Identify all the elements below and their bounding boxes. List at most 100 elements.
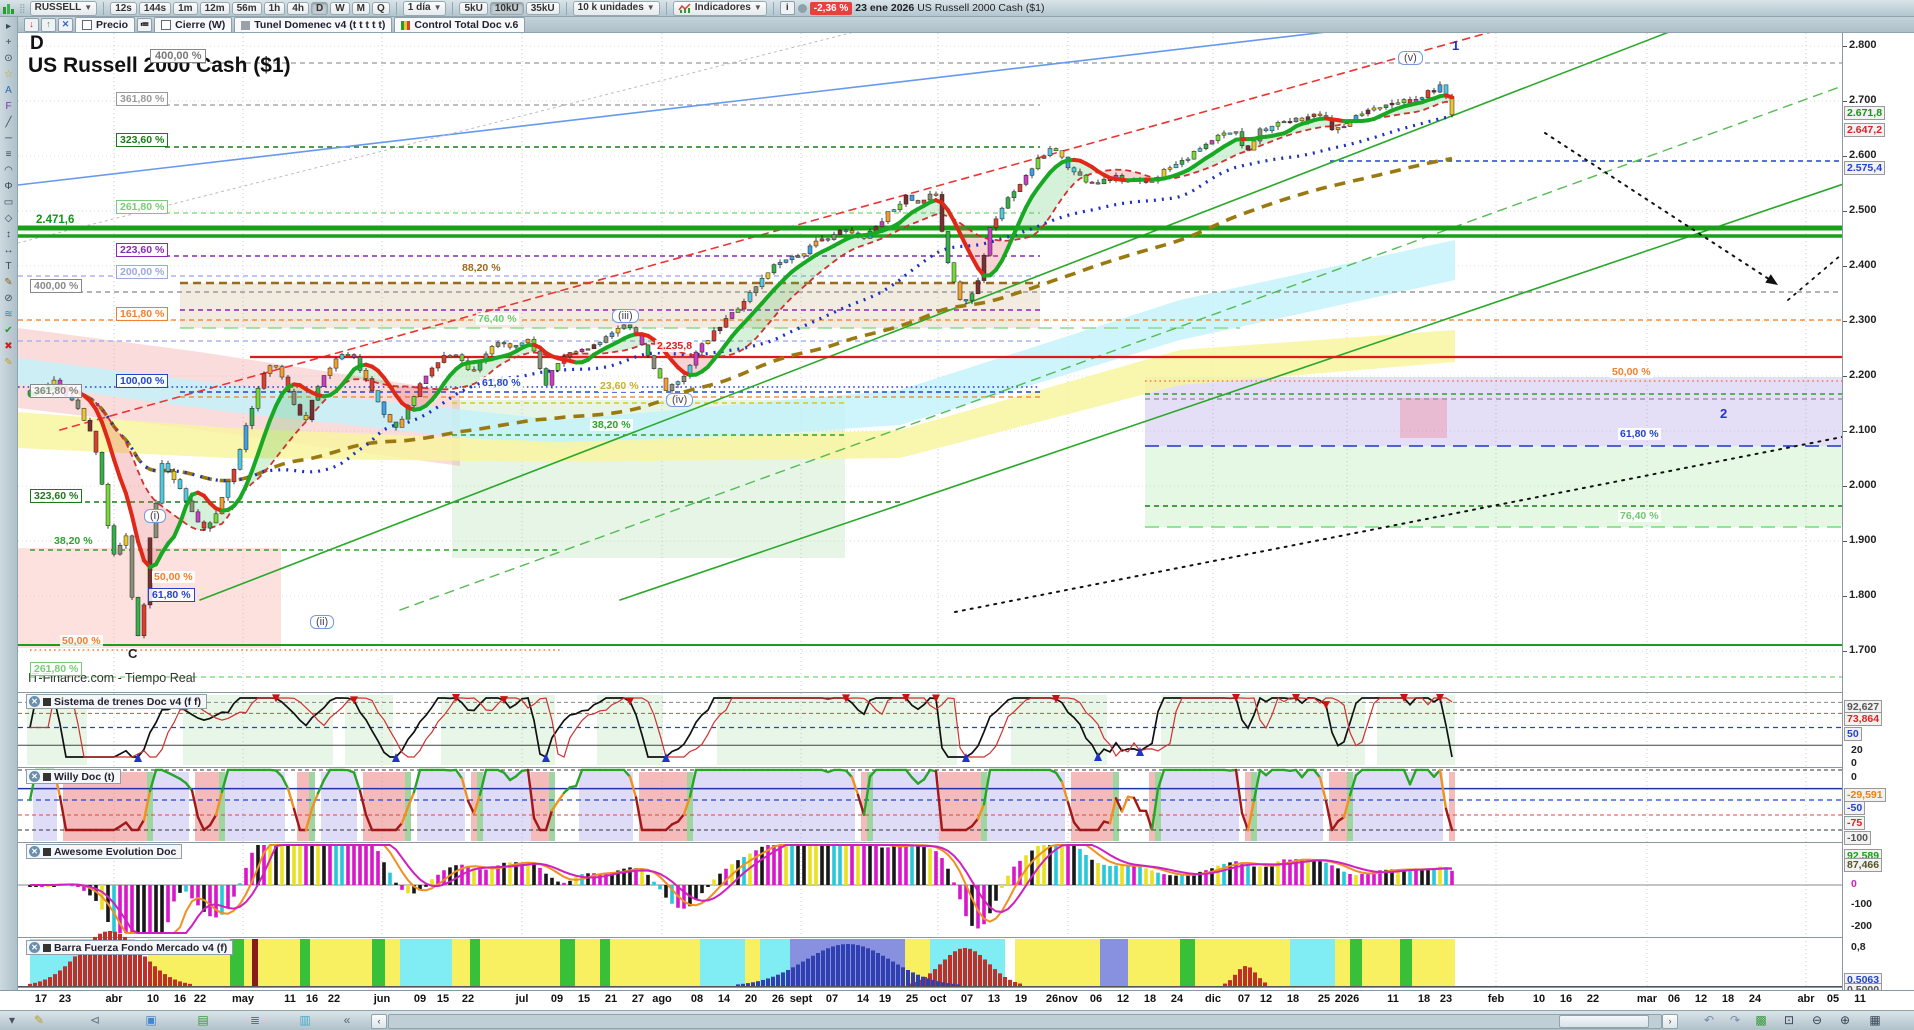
timeframe-button-D[interactable]: D [310,1,329,15]
checkbox-icon[interactable] [82,20,92,30]
elliott-wave-label: (iii) [612,309,639,323]
undo-icon[interactable]: ↶ [1703,1013,1715,1027]
drag-grip-icon[interactable]: ⣿ [19,2,27,13]
arc-tool[interactable]: ◠ [4,165,13,176]
favorites-tool[interactable]: ☆ [4,69,13,80]
chat-icon[interactable]: ▣ [145,1013,157,1027]
export-icon[interactable]: ▤ [197,1013,209,1027]
price-axis[interactable]: 2.800 2.700 2.600 2.500 2.400 2.300 2.200 2.100… [1842,33,1914,997]
panel-header-2[interactable]: ✕ Willy Doc (t) [26,769,121,784]
elliott-wave-label: (iv) [666,393,694,407]
panel-header-4[interactable]: ✕ Barra Fuerza Fondo Mercado v4 (f) [26,940,234,955]
indicator-tick-label: 0 [1851,757,1857,769]
zoom-in-icon[interactable]: ⊕ [1839,1013,1851,1027]
close-all-icon[interactable]: ✕ [58,17,73,32]
fibonacci-tool[interactable]: F [5,101,12,112]
wave-tool[interactable]: ≋ [4,309,13,320]
crosshair-tool[interactable]: + [5,37,12,48]
column-view-icon[interactable]: ▦ [1869,1013,1881,1027]
auto-scale-icon[interactable]: ▩ [1755,1013,1767,1027]
timeframe-button-Q[interactable]: Q [371,1,390,15]
shape-tool[interactable]: ◇ [4,213,13,224]
time-tick-label: 21 [604,993,618,1005]
annotation-tool[interactable]: ✎ [4,357,13,368]
info-icon[interactable]: i [779,1,795,15]
timeframe-button-M[interactable]: M [351,1,370,15]
timeframe-button-1h[interactable]: 1h [263,1,286,15]
chart-window-icon[interactable]: ▥ [299,1013,311,1027]
period-selector[interactable]: 1 día ▼ [402,0,447,16]
list-icon[interactable]: ≔ [137,17,153,32]
tab-cierre[interactable]: Cierre (W) [154,17,233,32]
scrollbar-thumb[interactable] [1559,1015,1649,1028]
overlays-toolbar: ↓ ↑ ✕ Precio ≔ Cierre (W) Tunel Domenec … [0,17,1914,33]
price-tag: 2.647,2 [1844,123,1886,137]
trendline-tool[interactable]: ╱ [5,117,12,128]
rectangle-tool[interactable]: ▭ [3,197,14,208]
unit-button-5kU[interactable]: 5kU [459,1,488,15]
chart-area[interactable] [17,0,1914,990]
timeframe-button-1m[interactable]: 1m [173,1,198,15]
close-icon[interactable]: ✕ [29,696,40,707]
time-tick-label: jun [373,993,391,1005]
checkbox-icon[interactable] [161,20,172,30]
timeframe-button-W[interactable]: W [330,1,350,15]
panel-header-1[interactable]: ✕ Sistema de trenes Doc v4 (f f) [26,694,208,709]
horizontal-measure-tool[interactable]: ↔ [3,245,14,256]
indicator-value-tag: -75 [1844,816,1866,830]
tab-precio[interactable]: Precio [75,17,136,32]
time-tick-label: 16 [1559,993,1573,1005]
price-tick-label: 2.000 [1849,479,1877,491]
time-tick-label: 18 [1286,993,1300,1005]
scroll-left-button[interactable]: ‹ [371,1014,387,1029]
timeframe-button-144s[interactable]: 144s [138,1,172,15]
timeframe-button-12m[interactable]: 12m [199,1,230,15]
eraser-tool[interactable]: ⊘ [4,293,13,304]
time-tick-label: 19 [1014,993,1028,1005]
parallel-lines-tool[interactable]: ≡ [5,149,12,160]
timeframe-button-4h[interactable]: 4h [287,1,309,15]
timeframe-button-12s[interactable]: 12s [110,1,137,15]
indicators-button[interactable]: Indicadores ▼ [672,0,767,16]
collapse-strip-icon[interactable]: « [343,1013,351,1027]
add-indicator-icon[interactable]: ↑ [41,17,56,32]
unit-button-10kU[interactable]: 10kU [489,1,524,15]
close-icon[interactable]: ✕ [29,846,40,857]
label-tool[interactable]: T [5,261,12,272]
remove-indicator-icon[interactable]: ↓ [24,17,39,32]
unit-button-35kU[interactable]: 35kU [525,1,560,15]
confirm-tool[interactable]: ✔ [4,325,13,336]
signals-icon[interactable]: ≣ [249,1013,261,1027]
timeframe-button-56m[interactable]: 56m [231,1,262,15]
symbol-selector[interactable]: RUSSELL ▼ [29,0,98,16]
zoom-out-icon[interactable]: ⊖ [1811,1013,1823,1027]
draw-tool[interactable]: ✎ [4,277,13,288]
chart-scrollbar[interactable] [388,1014,1662,1029]
cursor-tool[interactable]: ▸ [5,21,12,32]
delete-tool[interactable]: ✖ [4,341,13,352]
time-axis[interactable]: 17 23 abr 10 16 22 may 11 16 22 jun 09 15 22 jul 09 15 21… [0,990,1914,1011]
scroll-right-button[interactable]: › [1662,1014,1678,1029]
vertical-measure-tool[interactable]: ↕ [6,229,11,240]
zoom-selection-icon[interactable]: ⊡ [1783,1013,1795,1027]
share-icon[interactable]: ⊲ [89,1013,101,1027]
horizontal-line-tool[interactable]: ─ [4,133,13,144]
units-selector[interactable]: 10 k unidades ▼ [572,0,660,16]
pitchfork-tool[interactable]: Φ [4,181,13,192]
tab-control-total[interactable]: Control Total Doc v.6 [394,17,526,32]
chart-title: US Russell 2000 Cash ($1) [28,54,291,77]
redo-icon[interactable]: ↷ [1729,1013,1741,1027]
bottom-toolbar: ‹ › ▾ ✎ ⊲ ▣ ▤ ≣ ▥ « ↶ ↷ ▩ ⊡ ⊖ ⊕ ▦ [0,1010,1914,1030]
close-icon[interactable]: ✕ [29,942,40,953]
time-tick-label: 22 [461,993,475,1005]
text-tool[interactable]: A [5,85,12,96]
price-tag: 2.575,4 [1844,161,1886,175]
close-icon[interactable]: ✕ [29,771,40,782]
panel-header-3[interactable]: ✕ Awesome Evolution Doc [26,844,183,859]
collapse-panel-icon[interactable]: ▾ [8,1013,16,1027]
main-chart-canvas[interactable] [17,0,1914,990]
time-tick-label: nov [1058,993,1078,1005]
notes-icon[interactable]: ✎ [33,1013,45,1027]
tab-tunel-domenec[interactable]: Tunel Domenec v4 (t t t t t) [234,17,393,32]
zoom-tool[interactable]: ⊙ [4,53,13,64]
